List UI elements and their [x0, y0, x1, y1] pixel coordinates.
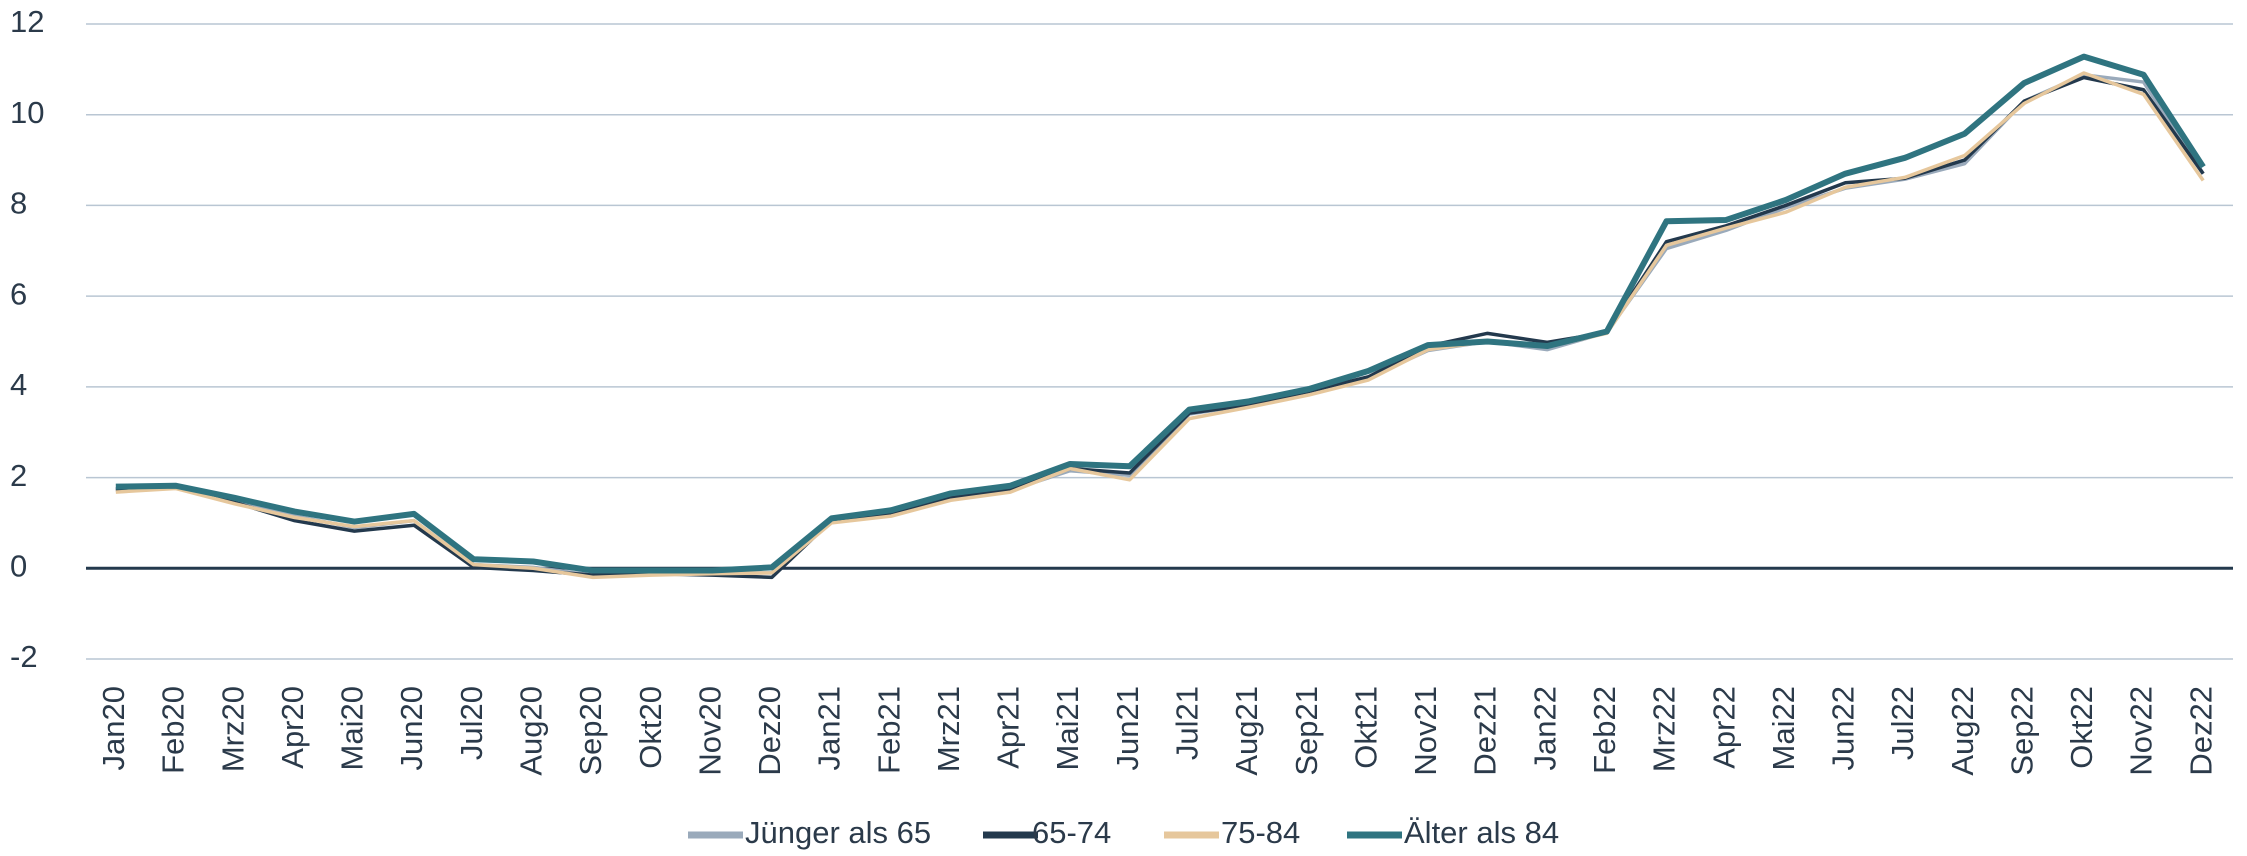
x-tick-label: Jun20 — [394, 686, 429, 770]
x-tick-label: Jul22 — [1885, 686, 1920, 760]
x-tick-label: Jun22 — [1826, 686, 1861, 770]
y-tick-label: 6 — [10, 276, 27, 311]
x-tick-label: Apr20 — [275, 686, 310, 769]
series-line — [115, 71, 2205, 580]
legend-label: Jünger als 65 — [745, 815, 931, 850]
x-tick-label: Mai22 — [1766, 686, 1801, 770]
series-line — [115, 75, 2205, 580]
x-tick-label: Jun21 — [1110, 686, 1145, 770]
x-tick-label: Jan20 — [96, 686, 131, 770]
x-tick-label: Feb20 — [156, 686, 191, 774]
y-tick-label: 0 — [10, 548, 27, 583]
x-tick-label: Feb22 — [1587, 686, 1622, 774]
x-tick-label: Okt21 — [1348, 686, 1383, 769]
x-tick-label: Jan21 — [812, 686, 847, 770]
y-tick-label: -2 — [10, 639, 38, 674]
series-line — [115, 73, 2205, 577]
x-tick-label: Sep22 — [2004, 686, 2039, 776]
legend-label: 65-74 — [1032, 815, 1111, 850]
legend-label: 75-84 — [1221, 815, 1300, 850]
x-tick-label: Jul20 — [454, 686, 489, 760]
legend-label: Älter als 84 — [1404, 815, 1559, 850]
x-tick-label: Nov21 — [1408, 686, 1443, 776]
x-tick-label: Aug20 — [513, 686, 548, 776]
x-tick-label: Apr22 — [1706, 686, 1741, 769]
x-tick-label: Feb21 — [871, 686, 906, 774]
x-tick-label: Mai21 — [1050, 686, 1085, 770]
x-tick-label: Nov22 — [2124, 686, 2159, 776]
x-tick-label: Apr21 — [991, 686, 1026, 769]
x-tick-label: Dez21 — [1468, 686, 1503, 776]
x-tick-label: Mrz20 — [215, 686, 250, 772]
y-tick-label: 12 — [10, 4, 44, 39]
y-tick-label: 4 — [10, 367, 27, 402]
x-tick-label: Mai20 — [335, 686, 370, 770]
x-tick-label: Dez20 — [752, 686, 787, 776]
x-tick-label: Aug22 — [1945, 686, 1980, 776]
x-tick-label: Nov20 — [692, 686, 727, 776]
series-line — [115, 53, 2206, 574]
x-tick-label: Aug21 — [1229, 686, 1264, 776]
x-tick-label: Jan22 — [1527, 686, 1562, 770]
x-tick-label: Mrz21 — [931, 686, 966, 772]
y-tick-label: 2 — [10, 458, 27, 493]
x-tick-label: Jul21 — [1170, 686, 1205, 760]
x-tick-label: Sep21 — [1289, 686, 1324, 776]
x-tick-label: Mrz22 — [1647, 686, 1682, 772]
y-tick-label: 10 — [10, 95, 44, 130]
x-tick-label: Sep20 — [573, 686, 608, 776]
x-tick-label: Okt22 — [2064, 686, 2099, 769]
x-tick-label: Dez22 — [2183, 686, 2218, 776]
x-tick-label: Okt20 — [633, 686, 668, 769]
y-tick-label: 8 — [10, 186, 27, 221]
